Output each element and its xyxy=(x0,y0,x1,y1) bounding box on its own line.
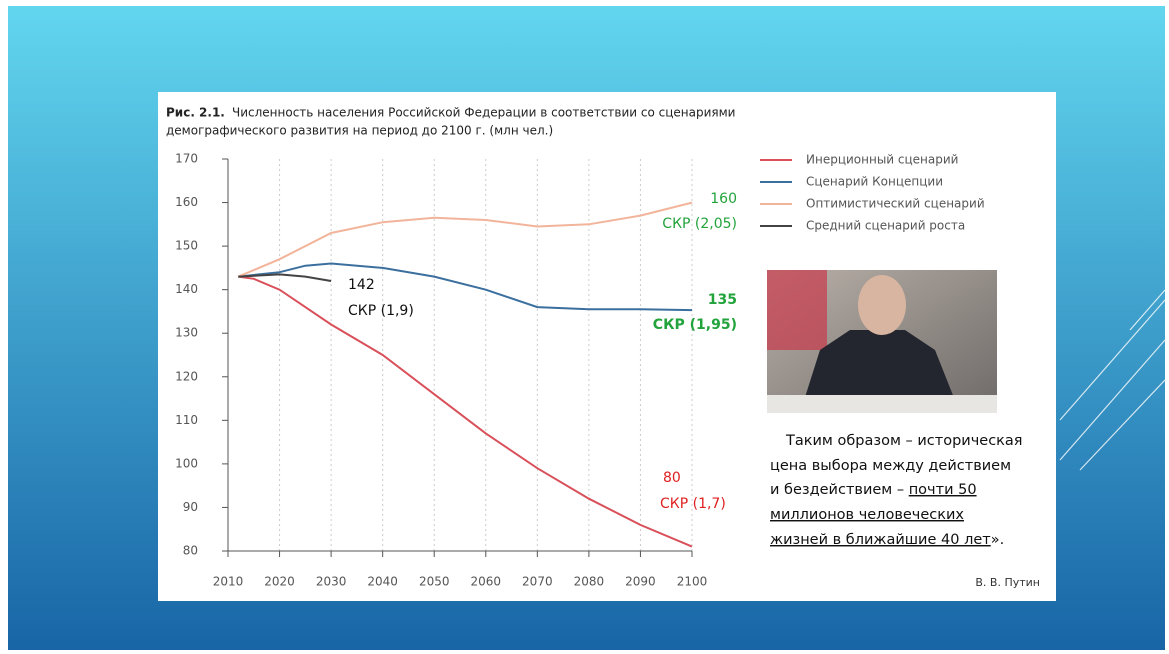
y-tick-label: 110 xyxy=(175,413,198,427)
x-tick-label: 2070 xyxy=(522,575,553,589)
y-tick-label: 170 xyxy=(175,152,198,166)
series-line xyxy=(238,275,693,548)
chart-title: Рис. 2.1. xyxy=(166,106,225,120)
annotation: 135 xyxy=(708,292,737,308)
decor-lines xyxy=(1059,289,1166,471)
x-tick-label: 2040 xyxy=(367,575,398,589)
x-tick-label: 2030 xyxy=(316,575,347,589)
y-tick-label: 130 xyxy=(175,326,198,340)
annotation: СКР (2,05) xyxy=(662,216,737,232)
quote-text: и бездействием – xyxy=(770,482,909,498)
y-tick-label: 150 xyxy=(175,239,198,253)
quote-line: цена выбора между действием xyxy=(770,458,1011,474)
legend-label: Сценарий Концепции xyxy=(806,175,943,189)
y-tick-label: 140 xyxy=(175,282,198,296)
series-line xyxy=(238,262,693,312)
y-tick-label: 120 xyxy=(175,369,198,383)
y-tick-label: 90 xyxy=(183,500,198,514)
legend-label: Средний сценарий роста xyxy=(806,219,965,233)
x-tick-label: 2010 xyxy=(213,575,244,589)
author: В. В. Путин xyxy=(975,576,1040,589)
chart-subtitle: демографического развития на период до 2… xyxy=(166,124,553,138)
annotation: 142 xyxy=(348,277,375,293)
x-tick-label: 2080 xyxy=(574,575,605,589)
x-tick-label: 2060 xyxy=(471,575,502,589)
x-tick-label: 2020 xyxy=(264,575,295,589)
x-tick-label: 2100 xyxy=(677,575,708,589)
series-line xyxy=(238,273,332,282)
y-tick-label: 80 xyxy=(183,544,198,558)
x-tick-label: 2090 xyxy=(625,575,656,589)
chart-title-rest: Численность населения Российской Федерац… xyxy=(232,106,735,120)
y-tick-label: 160 xyxy=(175,195,198,209)
x-tick-label: 2050 xyxy=(419,575,450,589)
quote-line: жизней в ближайшие 40 лет». xyxy=(770,532,1004,548)
annotation: 80 xyxy=(663,470,681,486)
quote-line: Таким образом – историческая xyxy=(785,433,1023,449)
quote-underlined: почти 50 xyxy=(909,482,977,498)
photo xyxy=(767,270,997,413)
quote-underlined: жизней в ближайшие 40 лет xyxy=(770,532,991,548)
quote-underlined: миллионов человеческих xyxy=(770,507,964,523)
series-line xyxy=(237,201,693,278)
quote-end: ». xyxy=(991,532,1004,548)
legend-label: Оптимистический сценарий xyxy=(806,197,985,211)
quote-line: и бездействием – почти 50 xyxy=(770,482,977,498)
annotation: СКР (1,95) xyxy=(653,317,737,333)
quote: Таким образом – историческая цена выбора … xyxy=(770,433,1023,548)
annotation: СКР (1,7) xyxy=(660,496,726,512)
y-tick-label: 100 xyxy=(175,456,198,470)
annotation: СКР (1,9) xyxy=(348,303,414,319)
legend-label: Инерционный сценарий xyxy=(806,153,958,167)
annotation: 160 xyxy=(710,191,737,207)
